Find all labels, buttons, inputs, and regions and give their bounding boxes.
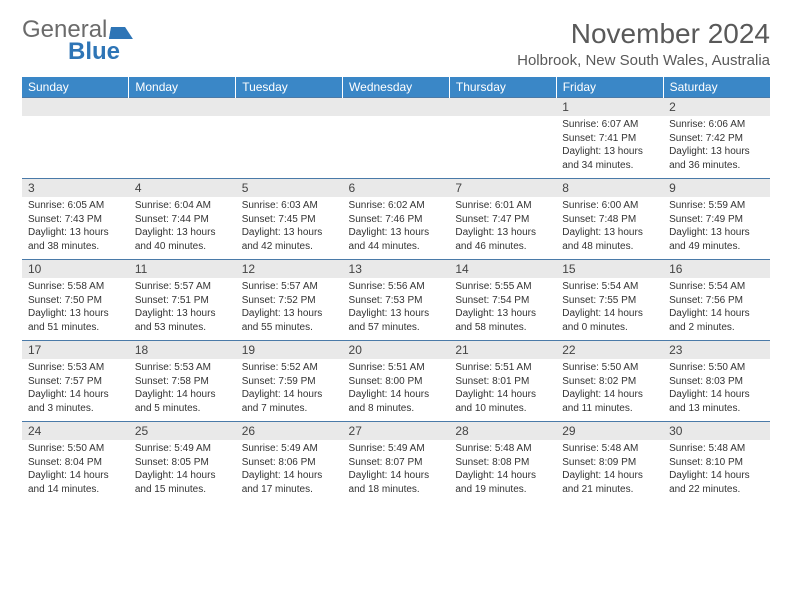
day-content-cell: Sunrise: 5:52 AMSunset: 7:59 PMDaylight:… bbox=[236, 359, 343, 422]
day-content-row: Sunrise: 6:05 AMSunset: 7:43 PMDaylight:… bbox=[22, 197, 770, 260]
day-content-row: Sunrise: 5:58 AMSunset: 7:50 PMDaylight:… bbox=[22, 278, 770, 341]
day-content-cell: Sunrise: 5:51 AMSunset: 8:01 PMDaylight:… bbox=[449, 359, 556, 422]
logo: General Blue bbox=[22, 18, 134, 64]
day-content-cell: Sunrise: 5:49 AMSunset: 8:06 PMDaylight:… bbox=[236, 440, 343, 502]
day-number-cell: 23 bbox=[663, 341, 770, 360]
day-content-cell: Sunrise: 5:59 AMSunset: 7:49 PMDaylight:… bbox=[663, 197, 770, 260]
day-content-cell: Sunrise: 5:51 AMSunset: 8:00 PMDaylight:… bbox=[343, 359, 450, 422]
day-number-cell: 27 bbox=[343, 422, 450, 441]
day-number-cell: 10 bbox=[22, 260, 129, 279]
day-number-cell: 15 bbox=[556, 260, 663, 279]
day-number-cell: 7 bbox=[449, 179, 556, 198]
day-number-cell: 28 bbox=[449, 422, 556, 441]
day-number-cell bbox=[236, 98, 343, 117]
day-number-cell bbox=[449, 98, 556, 117]
day-number-cell: 26 bbox=[236, 422, 343, 441]
day-content-row: Sunrise: 5:53 AMSunset: 7:57 PMDaylight:… bbox=[22, 359, 770, 422]
day-content-cell: Sunrise: 5:56 AMSunset: 7:53 PMDaylight:… bbox=[343, 278, 450, 341]
day-content-cell bbox=[129, 116, 236, 179]
day-number-cell: 2 bbox=[663, 98, 770, 117]
title-block: November 2024 Holbrook, New South Wales,… bbox=[517, 18, 770, 69]
day-content-cell: Sunrise: 6:07 AMSunset: 7:41 PMDaylight:… bbox=[556, 116, 663, 179]
day-content-row: Sunrise: 6:07 AMSunset: 7:41 PMDaylight:… bbox=[22, 116, 770, 179]
day-number-cell: 17 bbox=[22, 341, 129, 360]
weekday-header: Monday bbox=[129, 77, 236, 98]
weekday-header: Tuesday bbox=[236, 77, 343, 98]
day-number-cell: 12 bbox=[236, 260, 343, 279]
day-number-cell: 9 bbox=[663, 179, 770, 198]
day-number-cell: 3 bbox=[22, 179, 129, 198]
day-number-cell bbox=[129, 98, 236, 117]
day-content-cell: Sunrise: 6:04 AMSunset: 7:44 PMDaylight:… bbox=[129, 197, 236, 260]
day-number-cell: 16 bbox=[663, 260, 770, 279]
day-number-cell: 6 bbox=[343, 179, 450, 198]
day-number-cell: 13 bbox=[343, 260, 450, 279]
day-content-cell: Sunrise: 6:02 AMSunset: 7:46 PMDaylight:… bbox=[343, 197, 450, 260]
day-number-cell: 22 bbox=[556, 341, 663, 360]
day-number-cell bbox=[343, 98, 450, 117]
day-content-cell: Sunrise: 5:48 AMSunset: 8:10 PMDaylight:… bbox=[663, 440, 770, 502]
day-number-cell: 21 bbox=[449, 341, 556, 360]
day-content-cell: Sunrise: 5:54 AMSunset: 7:55 PMDaylight:… bbox=[556, 278, 663, 341]
day-content-cell: Sunrise: 5:48 AMSunset: 8:08 PMDaylight:… bbox=[449, 440, 556, 502]
day-content-cell: Sunrise: 5:53 AMSunset: 7:58 PMDaylight:… bbox=[129, 359, 236, 422]
day-content-cell bbox=[343, 116, 450, 179]
day-number-cell: 11 bbox=[129, 260, 236, 279]
day-number-cell: 20 bbox=[343, 341, 450, 360]
day-content-cell: Sunrise: 6:01 AMSunset: 7:47 PMDaylight:… bbox=[449, 197, 556, 260]
day-content-cell bbox=[449, 116, 556, 179]
day-content-cell: Sunrise: 6:06 AMSunset: 7:42 PMDaylight:… bbox=[663, 116, 770, 179]
day-content-cell: Sunrise: 6:05 AMSunset: 7:43 PMDaylight:… bbox=[22, 197, 129, 260]
weekday-header: Sunday bbox=[22, 77, 129, 98]
day-content-cell: Sunrise: 5:57 AMSunset: 7:51 PMDaylight:… bbox=[129, 278, 236, 341]
month-title: November 2024 bbox=[517, 18, 770, 50]
day-number-cell: 18 bbox=[129, 341, 236, 360]
weekday-header: Friday bbox=[556, 77, 663, 98]
logo-triangle-icon bbox=[109, 27, 135, 39]
day-content-cell bbox=[22, 116, 129, 179]
day-number-cell: 25 bbox=[129, 422, 236, 441]
day-content-cell: Sunrise: 5:48 AMSunset: 8:09 PMDaylight:… bbox=[556, 440, 663, 502]
day-content-cell: Sunrise: 5:54 AMSunset: 7:56 PMDaylight:… bbox=[663, 278, 770, 341]
day-content-row: Sunrise: 5:50 AMSunset: 8:04 PMDaylight:… bbox=[22, 440, 770, 502]
day-content-cell: Sunrise: 5:50 AMSunset: 8:03 PMDaylight:… bbox=[663, 359, 770, 422]
logo-text-blue: Blue bbox=[68, 40, 134, 64]
day-content-cell: Sunrise: 5:50 AMSunset: 8:04 PMDaylight:… bbox=[22, 440, 129, 502]
day-content-cell: Sunrise: 5:57 AMSunset: 7:52 PMDaylight:… bbox=[236, 278, 343, 341]
day-content-cell: Sunrise: 5:55 AMSunset: 7:54 PMDaylight:… bbox=[449, 278, 556, 341]
day-content-cell: Sunrise: 6:03 AMSunset: 7:45 PMDaylight:… bbox=[236, 197, 343, 260]
day-content-cell bbox=[236, 116, 343, 179]
day-number-cell: 24 bbox=[22, 422, 129, 441]
day-number-cell: 19 bbox=[236, 341, 343, 360]
day-number-row: 17181920212223 bbox=[22, 341, 770, 360]
day-content-cell: Sunrise: 5:49 AMSunset: 8:07 PMDaylight:… bbox=[343, 440, 450, 502]
day-content-cell: Sunrise: 5:58 AMSunset: 7:50 PMDaylight:… bbox=[22, 278, 129, 341]
day-number-cell bbox=[22, 98, 129, 117]
day-number-row: 3456789 bbox=[22, 179, 770, 198]
day-number-cell: 14 bbox=[449, 260, 556, 279]
day-content-cell: Sunrise: 5:53 AMSunset: 7:57 PMDaylight:… bbox=[22, 359, 129, 422]
header: General Blue November 2024 Holbrook, New… bbox=[22, 18, 770, 69]
weekday-header: Wednesday bbox=[343, 77, 450, 98]
day-number-cell: 8 bbox=[556, 179, 663, 198]
day-number-row: 10111213141516 bbox=[22, 260, 770, 279]
day-number-cell: 5 bbox=[236, 179, 343, 198]
day-number-cell: 30 bbox=[663, 422, 770, 441]
calendar-table: Sunday Monday Tuesday Wednesday Thursday… bbox=[22, 77, 770, 502]
day-content-cell: Sunrise: 5:49 AMSunset: 8:05 PMDaylight:… bbox=[129, 440, 236, 502]
day-number-cell: 4 bbox=[129, 179, 236, 198]
location-text: Holbrook, New South Wales, Australia bbox=[517, 52, 770, 69]
weekday-header: Saturday bbox=[663, 77, 770, 98]
day-content-cell: Sunrise: 6:00 AMSunset: 7:48 PMDaylight:… bbox=[556, 197, 663, 260]
day-number-cell: 29 bbox=[556, 422, 663, 441]
day-number-row: 12 bbox=[22, 98, 770, 117]
weekday-header: Thursday bbox=[449, 77, 556, 98]
weekday-header-row: Sunday Monday Tuesday Wednesday Thursday… bbox=[22, 77, 770, 98]
day-number-row: 24252627282930 bbox=[22, 422, 770, 441]
day-content-cell: Sunrise: 5:50 AMSunset: 8:02 PMDaylight:… bbox=[556, 359, 663, 422]
day-number-cell: 1 bbox=[556, 98, 663, 117]
